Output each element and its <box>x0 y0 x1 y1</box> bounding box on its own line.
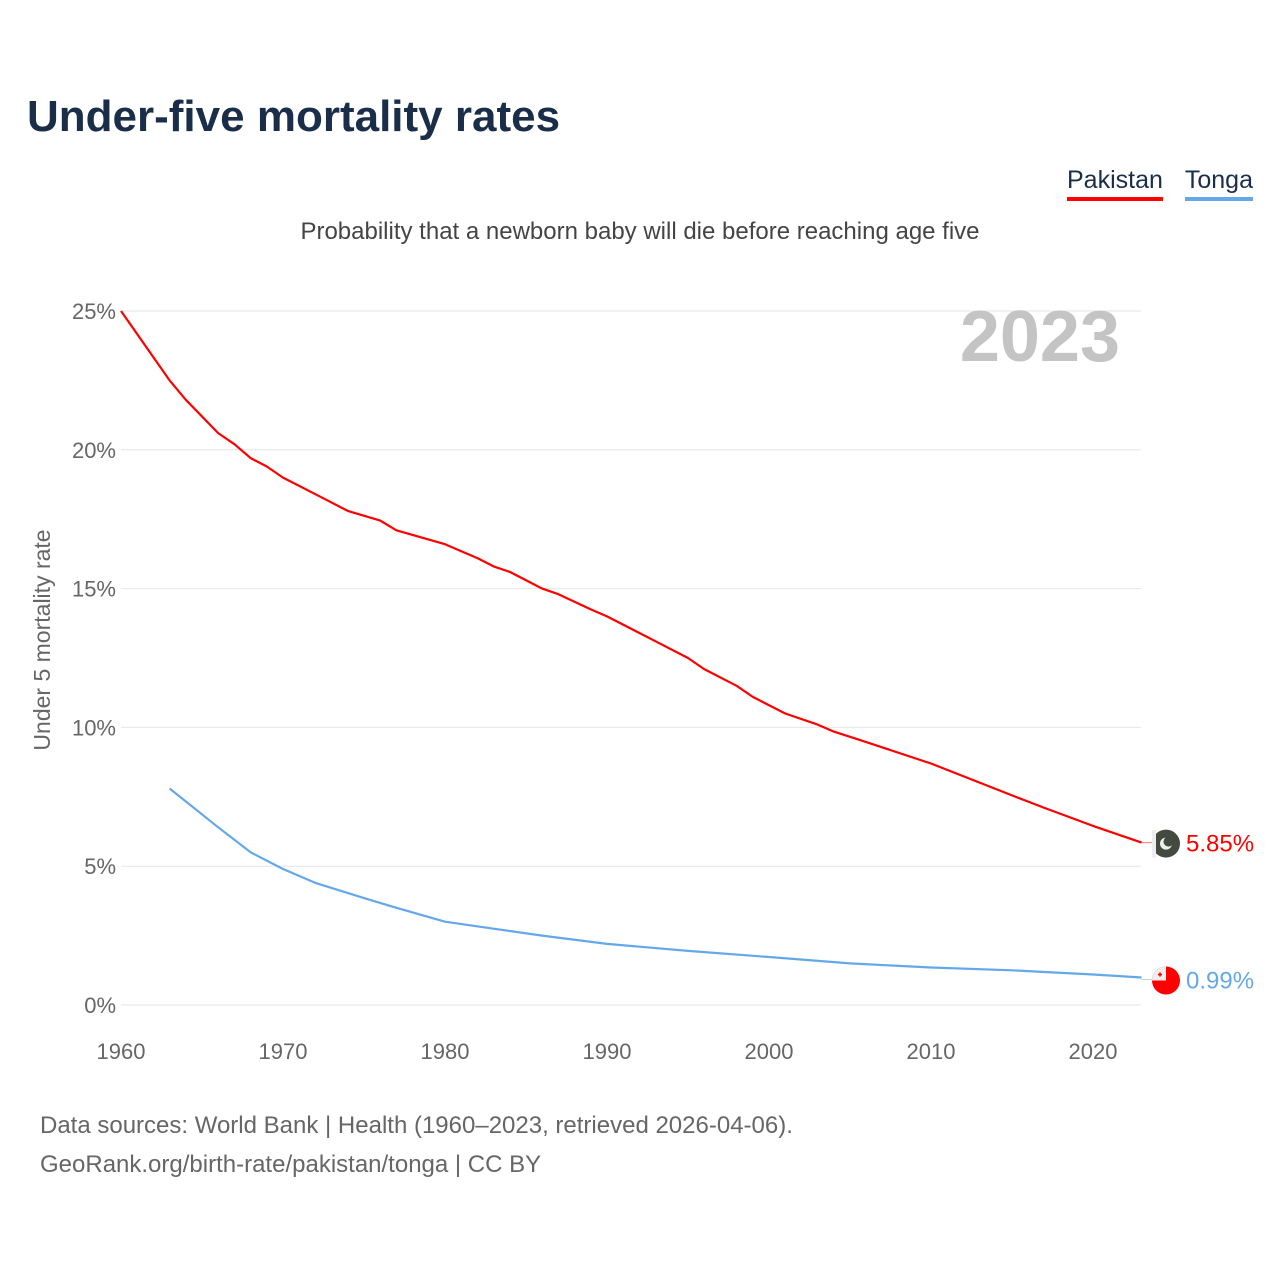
x-tick-label: 1990 <box>583 1039 632 1064</box>
legend-item-pakistan[interactable]: Pakistan <box>1066 166 1163 201</box>
chart-title: Under-five mortality rates <box>27 92 561 141</box>
legend-item-tonga[interactable]: Tonga <box>1184 166 1253 201</box>
legend: Pakistan Tonga <box>1066 166 1253 201</box>
x-tick-label: 2000 <box>745 1039 794 1064</box>
x-tick-label: 1980 <box>421 1039 470 1064</box>
crescent-cut <box>1163 836 1174 847</box>
footer: Data sources: World Bank | Health (1960–… <box>40 1106 793 1184</box>
x-tick-label: 1970 <box>259 1039 308 1064</box>
x-tick-label: 2010 <box>907 1039 956 1064</box>
y-tick-label: 0% <box>84 993 116 1018</box>
series-line-pakistan <box>120 310 1142 844</box>
x-tick-label: 2020 <box>1069 1039 1118 1064</box>
end-value-label-tonga: 0.99% <box>1186 968 1254 995</box>
y-tick-label: 10% <box>72 715 116 740</box>
year-label: 2023 <box>960 297 1120 377</box>
y-tick-label: 20% <box>72 438 116 463</box>
data-source: Data sources: World Bank | Health (1960–… <box>40 1112 793 1139</box>
flag-stripe <box>1152 829 1156 858</box>
series-line-tonga <box>168 787 1142 979</box>
end-value-label-pakistan: 5.85% <box>1186 831 1254 858</box>
y-tick-label: 25% <box>72 299 116 324</box>
y-axis-label: Under 5 mortality rate <box>29 529 55 750</box>
x-tick-label: 1960 <box>97 1039 146 1064</box>
flag-canton <box>1152 966 1166 981</box>
cross-icon <box>1158 972 1162 977</box>
chart-subtitle: Probability that a newborn baby will die… <box>300 218 980 245</box>
y-tick-label: 5% <box>84 854 116 879</box>
y-tick-label: 15% <box>72 577 116 602</box>
attribution-link[interactable]: GeoRank.org/birth-rate/pakistan/tonga | … <box>40 1151 542 1178</box>
